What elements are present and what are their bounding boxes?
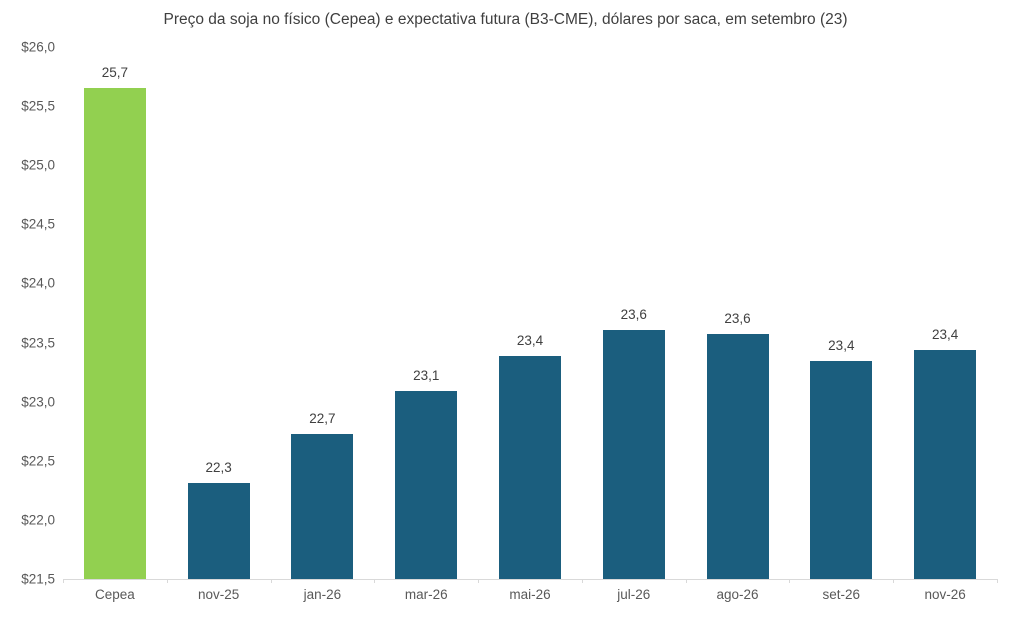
x-axis-tick (997, 579, 998, 583)
bar-value-label: 25,7 (101, 65, 129, 81)
x-axis-label: set-26 (822, 587, 861, 602)
bar-value-label: 23,6 (724, 311, 751, 327)
y-axis-tick-label: $26,0 (21, 39, 55, 55)
x-axis-label: Cepea (94, 587, 135, 602)
x-axis-label: jan-26 (303, 587, 342, 602)
bar-value-label: 23,6 (620, 306, 647, 322)
y-axis-tick-label: $23,0 (21, 394, 55, 410)
y-axis-tick-label: $25,0 (21, 157, 55, 173)
x-axis: Cepea nov-25 jan-26 mar-26 mai-26 jul-26 ago-2… (63, 587, 997, 607)
x-axis-label: ago-26 (716, 587, 759, 602)
bar-set-26 (810, 361, 873, 579)
x-axis-label: jul-26 (617, 587, 651, 602)
y-axis-tick-label: $21,5 (21, 571, 55, 587)
bar-value-label: 23,4 (931, 326, 959, 342)
bar-nov-25 (187, 483, 250, 579)
y-axis-tick-label: $23,5 (21, 335, 55, 351)
plot-area: 25,7 22,3 22,7 23,1 23,4 23,6 23,6 23,4 23,4 (63, 47, 998, 583)
bar-jul-26 (602, 329, 665, 579)
x-axis-tick (166, 579, 168, 583)
bar-mar-26 (395, 391, 458, 579)
bar-ago-26 (706, 334, 769, 579)
x-axis-label: mai-26 (509, 587, 551, 602)
x-axis-tick (893, 579, 895, 583)
x-axis-line (63, 579, 998, 580)
x-axis-tick (374, 579, 376, 583)
y-axis-tick-label: $22,0 (21, 512, 55, 528)
x-axis-tick (478, 579, 480, 583)
bar-value-label: 22,7 (309, 410, 336, 426)
x-axis-tick (685, 579, 687, 583)
chart-title: Preço da soja no físico (Cepea) e expect… (163, 11, 848, 28)
bar-value-label: 22,3 (205, 460, 232, 476)
y-axis-tick-label: $24,0 (21, 275, 55, 291)
bar-value-label: 23,4 (516, 332, 544, 348)
x-axis-label: mar-26 (404, 587, 448, 602)
bar-value-label: 23,1 (413, 368, 440, 384)
x-axis-label: nov-26 (924, 587, 966, 602)
y-axis-tick-label: $22,5 (21, 453, 55, 469)
x-axis-tick (789, 579, 791, 583)
x-axis-tick (270, 579, 272, 583)
bar-cepea (83, 88, 146, 579)
y-axis-tick-label: $25,5 (21, 98, 55, 114)
y-axis-tick-label: $24,5 (21, 216, 55, 232)
bar-value-label: 23,4 (828, 338, 855, 354)
y-axis: $26,0 $25,5 $25,0 $24,5 $24,0 $23,5 $23,0 $22,5… (0, 40, 55, 587)
bar-mai-26 (499, 355, 561, 579)
bar-jan-26 (291, 433, 354, 579)
bar-nov-26 (914, 349, 977, 579)
x-axis-label: nov-25 (198, 587, 240, 602)
x-axis-tick (581, 579, 583, 583)
x-axis-tick (63, 579, 64, 583)
